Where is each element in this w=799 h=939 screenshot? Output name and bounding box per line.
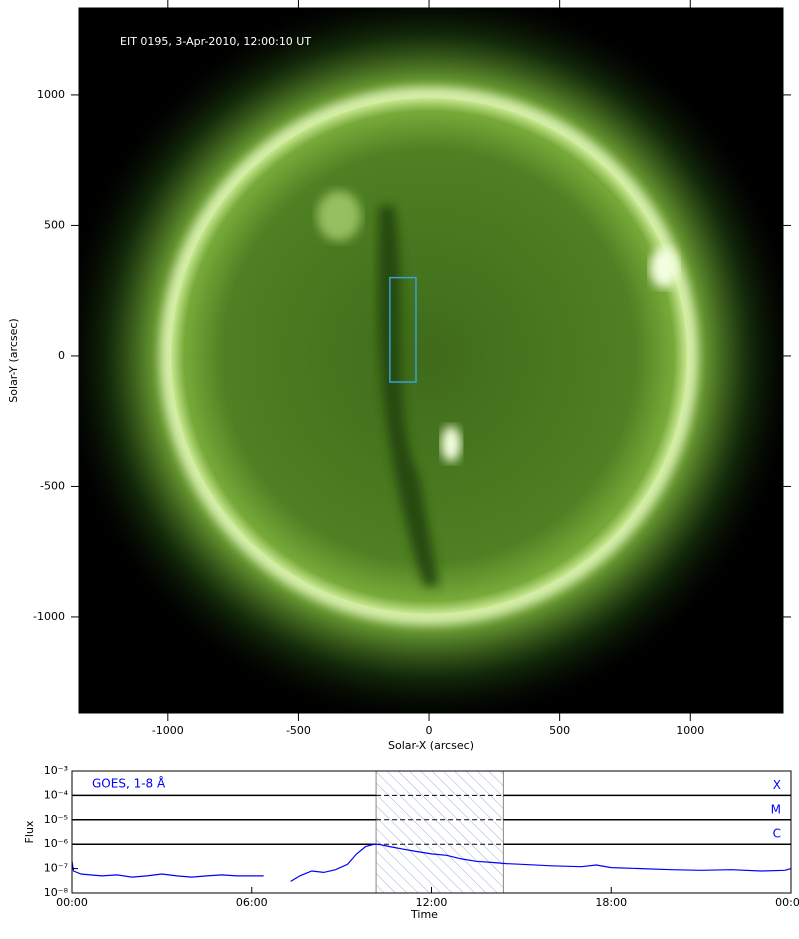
y-tick-label: 10⁻⁵	[44, 813, 68, 826]
active-region	[441, 425, 462, 462]
limb	[162, 88, 697, 623]
y-axis-label: Solar-Y (arcsec)	[7, 318, 20, 402]
x-tick-label: 00:00	[56, 896, 88, 909]
frame	[78, 7, 784, 714]
box	[389, 276, 417, 383]
y-tick-label: 10⁻⁸	[44, 886, 69, 899]
disk	[171, 97, 688, 614]
solar-image	[79, 8, 783, 713]
x-tick-label: 00:00	[775, 896, 799, 909]
x-tick-label: 1000	[676, 724, 704, 737]
legend-label: GOES, 1-8 Å	[92, 776, 166, 791]
level-label: X	[773, 778, 781, 792]
x-tick-label: 500	[549, 724, 570, 737]
x-axis-label: Solar-X (arcsec)	[388, 739, 474, 752]
y-tick-label: 10⁻⁷	[44, 862, 68, 875]
series-line	[71, 843, 792, 882]
coronal-hole	[378, 205, 440, 586]
y-tick-label: 10⁻³	[44, 764, 68, 777]
level-label: C	[773, 827, 781, 841]
x-tick-label: -1000	[152, 724, 184, 737]
annotation: EIT 0195, 3-Apr-2010, 12:00:10 UT	[120, 35, 311, 48]
active-region	[650, 247, 679, 288]
x-axis-label: Time	[410, 908, 438, 921]
y-axis-label: Flux	[23, 820, 36, 843]
y-tick-label: 0	[58, 349, 65, 362]
y-tick-label: -500	[40, 479, 65, 492]
y-tick-label: 10⁻⁴	[44, 788, 69, 801]
level-label: M	[771, 802, 781, 816]
x-tick-label: 18:00	[595, 896, 627, 909]
y-tick-label: 500	[44, 218, 65, 231]
x-tick-label: 12:00	[416, 896, 448, 909]
y-tick-label: 10⁻⁶	[44, 837, 69, 850]
y-tick-label: 1000	[37, 88, 65, 101]
x-tick-label: 06:00	[236, 896, 268, 909]
x-tick-label: 0	[426, 724, 433, 737]
active-region	[317, 190, 362, 241]
x-tick-label: -500	[286, 724, 311, 737]
shade	[375, 770, 504, 894]
y-tick-label: -1000	[33, 610, 65, 623]
